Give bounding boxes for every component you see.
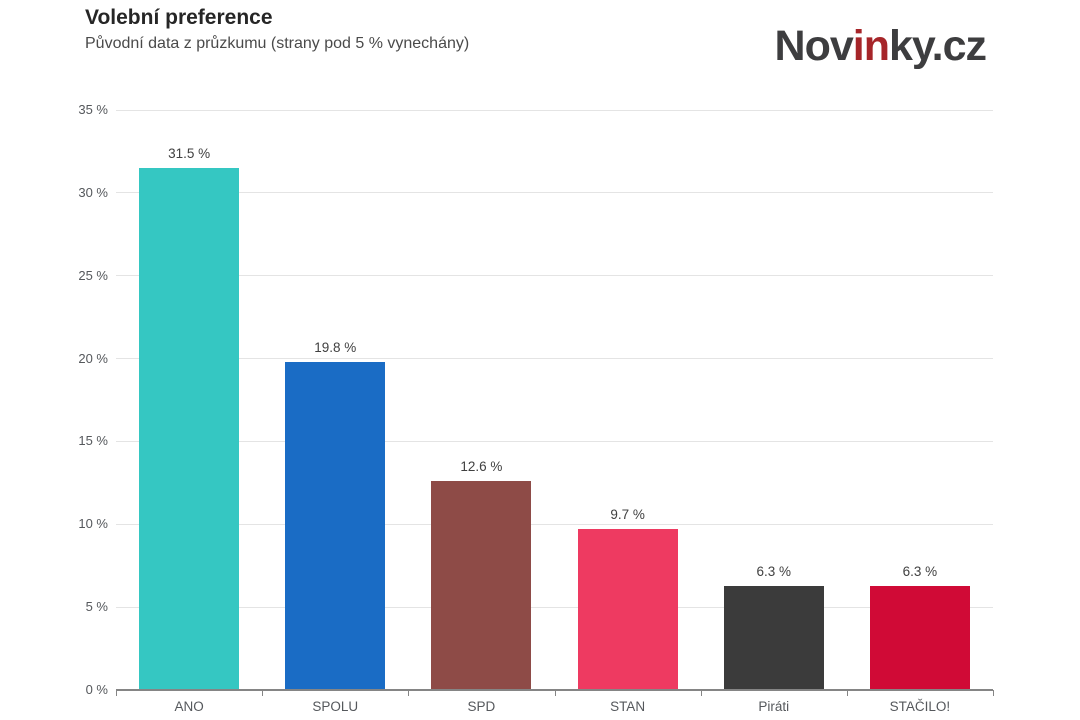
axis-tick (846, 690, 848, 696)
y-axis-label: 35 % (78, 102, 108, 117)
chart-subtitle: Původní data z průzkumu (strany pod 5 % … (85, 35, 470, 52)
bar-value-label: 31.5 % (168, 146, 211, 161)
bar (285, 361, 386, 690)
bar (869, 585, 970, 690)
axis-tick (262, 690, 264, 696)
gridline (116, 523, 993, 525)
y-axis-label: 15 % (78, 433, 108, 449)
bar-value-label: 9.7 % (610, 507, 645, 523)
gridline (116, 358, 993, 360)
gridline (116, 192, 993, 194)
bar-value-label: 6.3 % (902, 563, 938, 579)
y-axis-label: 30 % (78, 184, 108, 200)
y-axis-label: 25 % (78, 267, 108, 283)
x-axis-label: Piráti (758, 699, 790, 714)
novinky-logo: Novinky.cz (774, 22, 987, 71)
x-axis-label: SPOLU (312, 699, 359, 714)
x-axis-label: SPD (467, 699, 496, 714)
bar (723, 585, 824, 690)
logo-part-dark2: ky.cz (889, 22, 987, 70)
gridline (116, 606, 993, 608)
axis-tick (408, 690, 410, 696)
y-axis-label: 0 % (85, 682, 108, 697)
bar-value-label: 12.6 % (460, 459, 503, 475)
y-axis-label: 5 % (85, 599, 108, 615)
x-axis-label: STAN (610, 699, 646, 714)
chart-title: Volební preference (85, 6, 273, 29)
y-axis-label: 20 % (78, 350, 108, 366)
bar (139, 168, 240, 690)
axis-tick (116, 690, 117, 696)
gridline (116, 275, 993, 277)
bar (577, 529, 678, 690)
axis-tick (554, 690, 556, 696)
y-axis-label: 10 % (78, 516, 108, 532)
logo-part-dark: Nov (774, 22, 854, 70)
logo-part-red: in (852, 22, 890, 70)
gridline (116, 109, 993, 111)
bar (431, 481, 532, 690)
axis-tick (993, 690, 994, 696)
bar-value-label: 19.8 % (314, 339, 357, 355)
axis-tick (700, 690, 702, 696)
x-axis-label: STAČILO! (889, 699, 951, 714)
gridline (116, 440, 993, 442)
bar-value-label: 6.3 % (756, 563, 792, 579)
x-axis-label: ANO (174, 699, 204, 714)
